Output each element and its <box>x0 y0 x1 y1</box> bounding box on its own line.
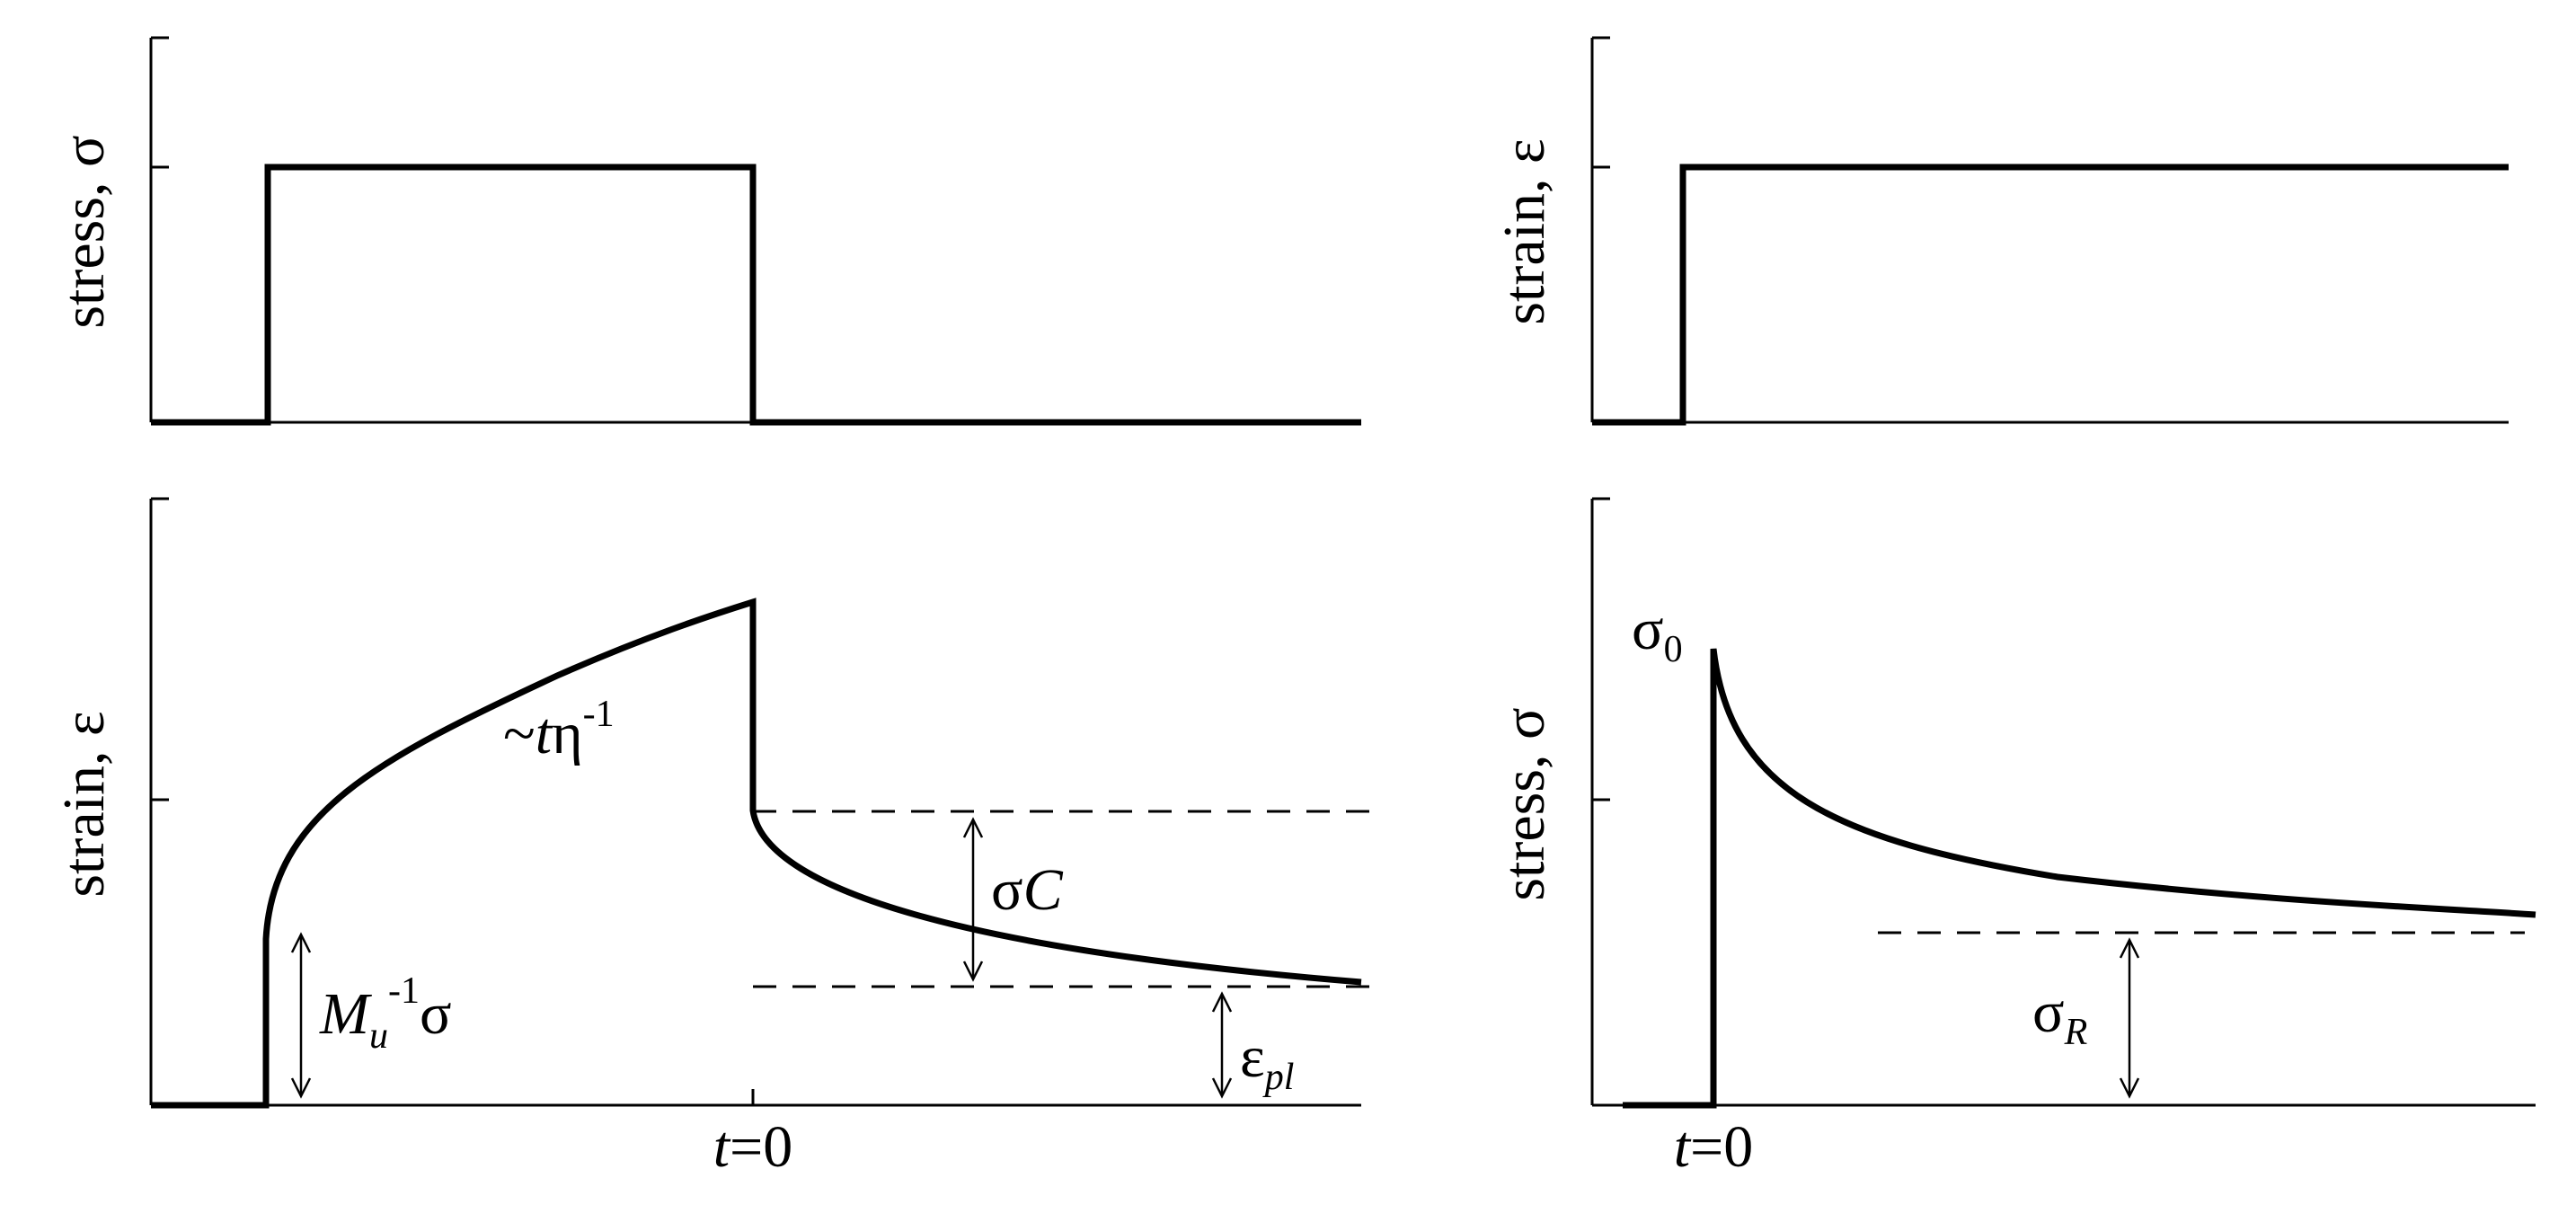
relaxed-stress-label: σR <box>2032 979 2087 1053</box>
peak-stress-label: σ0 <box>1632 597 1683 670</box>
y-axis-label: strain, ε <box>1492 138 1557 324</box>
plastic-strain-label: εpl <box>1240 1024 1294 1098</box>
unrelaxed-strain-arrow <box>290 932 312 1099</box>
strain-step-curve <box>1592 164 2509 426</box>
recovered-strain-arrow <box>962 817 984 982</box>
creep-recovery-curve <box>151 598 1362 1109</box>
relaxed-stress-arrow <box>2119 937 2140 1099</box>
panel-bottom-left: Mu-1σ ~tη-1 σC εpl strain, ε t=0 <box>51 497 1379 1180</box>
x-tick-label-t0: t=0 <box>1674 1114 1754 1180</box>
stress-relaxation-curve <box>1623 648 2536 1109</box>
x-tick-label-t0: t=0 <box>713 1114 793 1180</box>
y-axis-label: stress, σ <box>1492 707 1557 900</box>
panel-bottom-right: σ0 σR stress, σ t=0 <box>1492 497 2536 1180</box>
creep-rate-label: ~tη-1 <box>503 694 615 766</box>
unrelaxed-strain-label: Mu-1σ <box>319 970 452 1057</box>
panel-top-right: strain, ε <box>1492 36 2509 426</box>
plastic-strain-arrow <box>1211 991 1233 1099</box>
stress-step-curve <box>151 164 1361 426</box>
y-axis-label: stress, σ <box>51 135 117 328</box>
recovered-strain-label: σC <box>991 857 1064 923</box>
panel-top-left: stress, σ <box>51 36 1361 426</box>
y-axis-label: strain, ε <box>51 711 117 897</box>
